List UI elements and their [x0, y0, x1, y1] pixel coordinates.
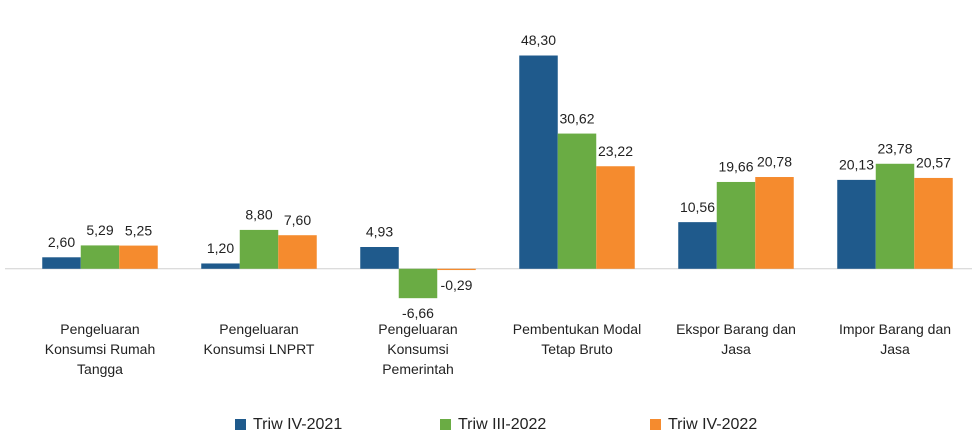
x-tick-label-line: Jasa [721, 341, 751, 357]
legend-label: Triw IV-2021 [253, 416, 342, 433]
legend-swatch [235, 419, 246, 430]
data-label: 30,62 [559, 110, 594, 126]
data-label: 19,66 [718, 159, 753, 175]
data-label: 48,30 [521, 32, 556, 48]
data-label: 23,22 [598, 143, 633, 159]
x-tick-label-line: Pemerintah [382, 361, 454, 377]
bar [678, 222, 717, 269]
data-label: 8,80 [245, 207, 272, 223]
x-tick-label-line: Ekspor Barang dan [676, 321, 796, 337]
legend-swatch [650, 419, 661, 430]
x-tick-label-line: Pengeluaran [219, 321, 298, 337]
data-label: 7,60 [284, 212, 311, 228]
bar [360, 247, 399, 269]
x-tick-label-line: Konsumsi Rumah [45, 341, 156, 357]
x-tick-label: Pengeluaran Konsumsi Pemerintah [378, 321, 457, 377]
data-label: 5,25 [125, 222, 152, 238]
bar [755, 177, 794, 269]
x-tick-label-line: Tangga [77, 361, 123, 377]
data-label: 2,60 [48, 234, 75, 250]
x-tick-label: Ekspor Barang dan Jasa [676, 321, 796, 357]
bar [398, 268, 438, 299]
legend-label: Triw III-2022 [458, 416, 546, 433]
data-label: 20,57 [916, 155, 951, 171]
x-tick-label-line: Pembentukan Modal [513, 321, 641, 337]
bar [519, 55, 558, 269]
data-label: 20,13 [839, 157, 874, 173]
x-tick-label-line: Jasa [880, 341, 910, 357]
x-tick-label: Pembentukan Modal Tetap Bruto [513, 321, 641, 357]
bar [201, 263, 240, 269]
data-label: 1,20 [207, 240, 234, 256]
x-tick-label: Pengeluaran Konsumsi Rumah Tangga [45, 321, 156, 377]
data-label: -6,66 [402, 305, 434, 321]
bar [914, 177, 953, 269]
bar [596, 166, 635, 269]
x-tick-label-line: Pengeluaran [378, 321, 457, 337]
data-label: 10,56 [680, 199, 715, 215]
legend-swatch [440, 419, 451, 430]
x-tick-label-line: Impor Barang dan [839, 321, 951, 337]
bar [239, 229, 279, 269]
bar [80, 245, 120, 269]
x-tick-label-line: Tetap Bruto [541, 341, 613, 357]
x-tick-label-line: Konsumsi LNPRT [203, 341, 314, 357]
bar [557, 133, 597, 269]
bar [437, 268, 476, 271]
legend-label: Triw IV-2022 [668, 416, 757, 433]
x-tick-label: Impor Barang dan Jasa [839, 321, 951, 357]
bar [837, 179, 876, 269]
bar [42, 257, 81, 269]
bar [716, 181, 756, 269]
x-tick-label: Pengeluaran Konsumsi LNPRT [203, 321, 314, 357]
data-label: 4,93 [366, 224, 393, 240]
x-tick-label-line: Konsumsi [387, 341, 448, 357]
data-label: -0,29 [441, 277, 473, 293]
x-tick-label-line: Pengeluaran [60, 321, 139, 337]
data-label: 5,29 [86, 222, 113, 238]
bar [278, 235, 317, 269]
data-label: 23,78 [877, 140, 912, 156]
bar [875, 163, 915, 269]
bar [119, 245, 158, 269]
data-label: 20,78 [757, 154, 792, 170]
